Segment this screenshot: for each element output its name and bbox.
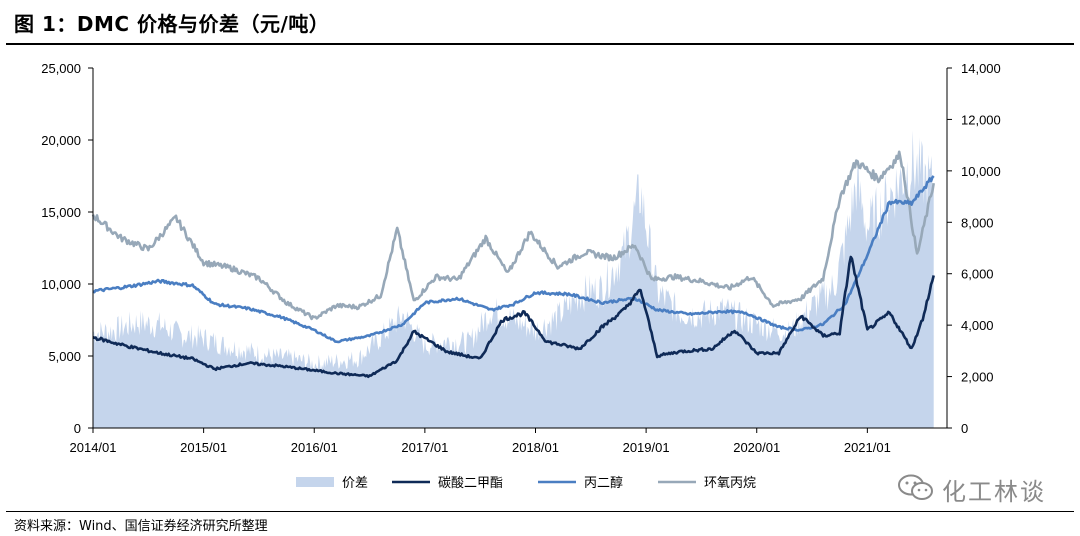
left-tick-label: 25,000	[41, 61, 81, 76]
spread-area	[93, 130, 934, 428]
left-tick-label: 5,000	[48, 349, 81, 364]
right-tick-label: 10,000	[961, 164, 1001, 179]
source-rule	[6, 511, 1074, 512]
x-tick-label: 2015/01	[180, 440, 227, 455]
right-tick-label: 6,000	[961, 267, 994, 282]
left-tick-label: 15,000	[41, 205, 81, 220]
x-tick-label: 2021/01	[844, 440, 891, 455]
legend-label: 价差	[342, 476, 368, 491]
right-tick-label: 8,000	[961, 215, 994, 230]
dmc-price-chart: 0 5,000 10,000 15,000 20,000 25,000 0 2,000 4,00…	[41, 61, 1001, 491]
dmc-line	[92, 255, 935, 379]
watermark: 化工林谈	[898, 470, 1058, 506]
propylene-oxide-line	[91, 150, 935, 321]
legend-swatch-spread	[296, 477, 334, 487]
right-tick-label: 12,000	[961, 112, 1001, 127]
propylene-glycol-line	[92, 175, 935, 344]
tick-labels-layer: 0 5,000 10,000 15,000 20,000 25,000 0 2,000 4,00…	[41, 61, 1001, 455]
x-tick-label: 2020/01	[733, 440, 780, 455]
wechat-icon	[898, 474, 933, 500]
right-tick-label: 4,000	[961, 318, 994, 333]
watermark-text: 化工林谈	[942, 478, 1046, 506]
legend: 价差 碳酸二甲酯 丙二醇 环氧丙烷	[296, 475, 756, 491]
left-tick-label: 20,000	[41, 133, 81, 148]
legend-label: 丙二醇	[584, 475, 623, 491]
source-note: 资料来源：Wind、国信证券经济研究所整理	[14, 519, 268, 534]
spread-area-layer	[93, 130, 934, 428]
x-tick-label: 2017/01	[401, 440, 448, 455]
series-lines-layer	[91, 150, 935, 379]
left-tick-label: 10,000	[41, 277, 81, 292]
right-tick-label: 2,000	[961, 370, 994, 385]
legend-label: 碳酸二甲酯	[438, 476, 503, 491]
legend-label: 环氧丙烷	[704, 476, 756, 491]
chart-title: 图 1：DMC 价格与价差（元/吨）	[14, 12, 330, 36]
x-tick-label: 2018/01	[512, 440, 559, 455]
x-tick-label: 2014/01	[70, 440, 117, 455]
x-tick-label: 2016/01	[291, 440, 338, 455]
title-rule	[6, 43, 1074, 45]
x-tick-label: 2019/01	[623, 440, 670, 455]
right-tick-label: 14,000	[961, 61, 1001, 76]
title-bar: 图 1：DMC 价格与价差（元/吨）	[0, 0, 1080, 44]
left-tick-label: 0	[74, 421, 81, 436]
axes-layer	[88, 67, 952, 433]
right-tick-label: 0	[961, 421, 968, 436]
